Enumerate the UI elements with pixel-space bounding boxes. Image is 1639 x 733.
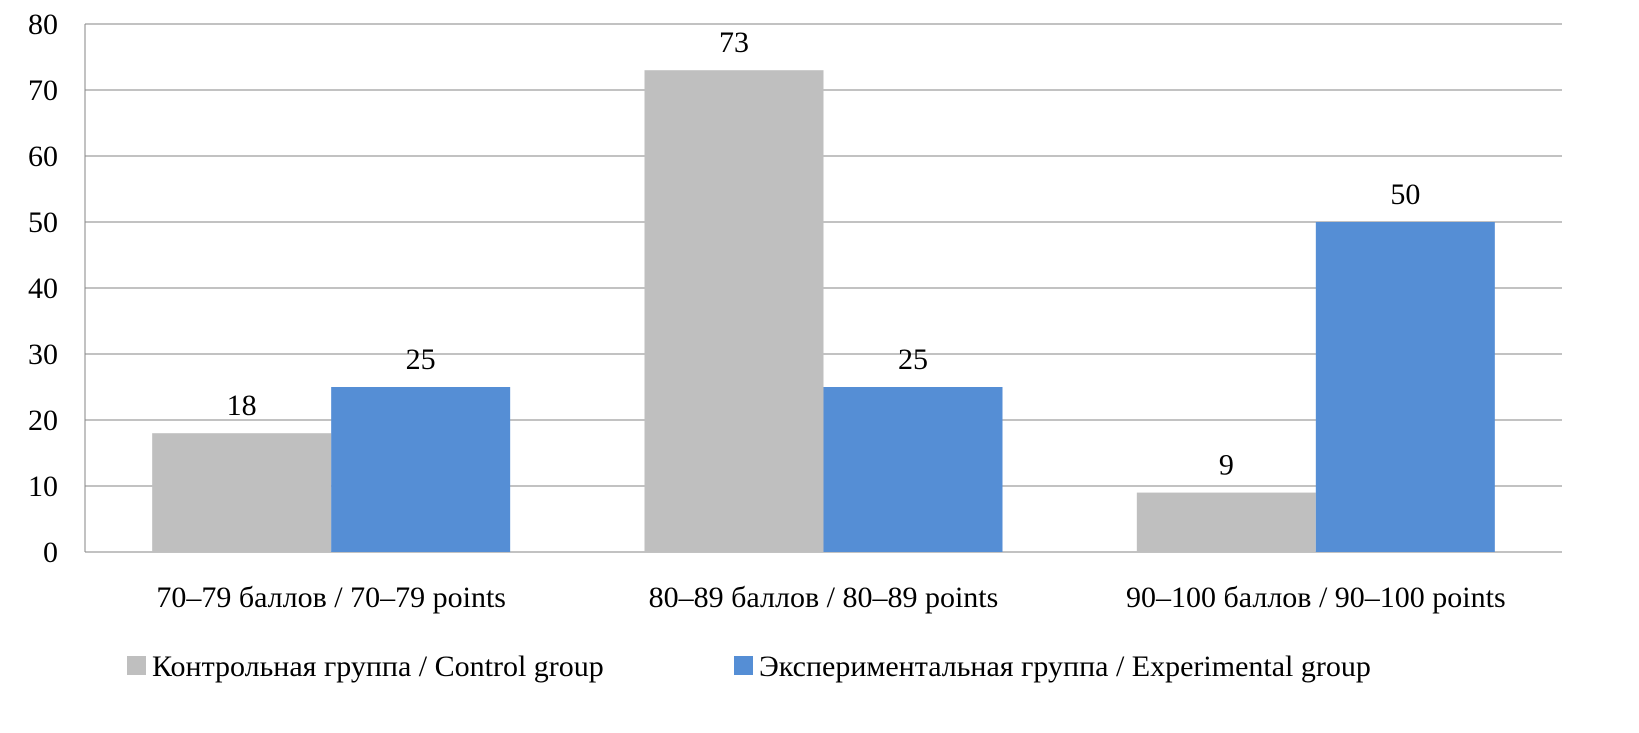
bar [1136,492,1316,552]
bar [331,387,511,552]
x-category-label: 80–89 баллов / 80–89 points [649,581,999,614]
y-tick-label: 10 [28,470,58,503]
bar [644,70,824,552]
legend-swatch [127,656,146,675]
y-tick-label: 30 [28,338,58,371]
bars [152,70,1495,552]
x-axis-categories: 70–79 баллов / 70–79 points 80–89 баллов … [156,581,1505,614]
y-tick-label: 60 [28,140,58,173]
data-label: 25 [406,343,436,376]
data-label: 18 [227,389,257,422]
legend-swatch [734,656,753,675]
x-category-label: 70–79 баллов / 70–79 points [156,581,506,614]
x-category-label: 90–100 баллов / 90–100 points [1126,581,1506,614]
y-tick-label: 50 [28,206,58,239]
y-axis-ticks: 0 10 20 30 40 50 60 70 80 [28,8,58,569]
legend-label: Контрольная группа / Control group [152,650,604,683]
data-label: 25 [898,343,928,376]
y-tick-label: 40 [28,272,58,305]
legend-label: Экспериментальная группа / Experimental … [759,650,1371,683]
y-tick-label: 0 [43,536,58,569]
data-label: 9 [1219,449,1234,482]
bar [1315,222,1495,552]
data-labels: 18 25 73 25 9 50 [227,26,1421,481]
data-label: 50 [1390,178,1420,211]
y-tick-label: 80 [28,8,58,41]
legend-item: Контрольная группа / Control group [127,650,604,683]
bar [823,387,1003,552]
legend: Контрольная группа / Control group Экспер… [127,650,1371,683]
y-tick-label: 70 [28,74,58,107]
data-label: 73 [719,26,749,59]
legend-item: Экспериментальная группа / Experimental … [734,650,1371,683]
y-tick-label: 20 [28,404,58,437]
bar [152,433,332,552]
